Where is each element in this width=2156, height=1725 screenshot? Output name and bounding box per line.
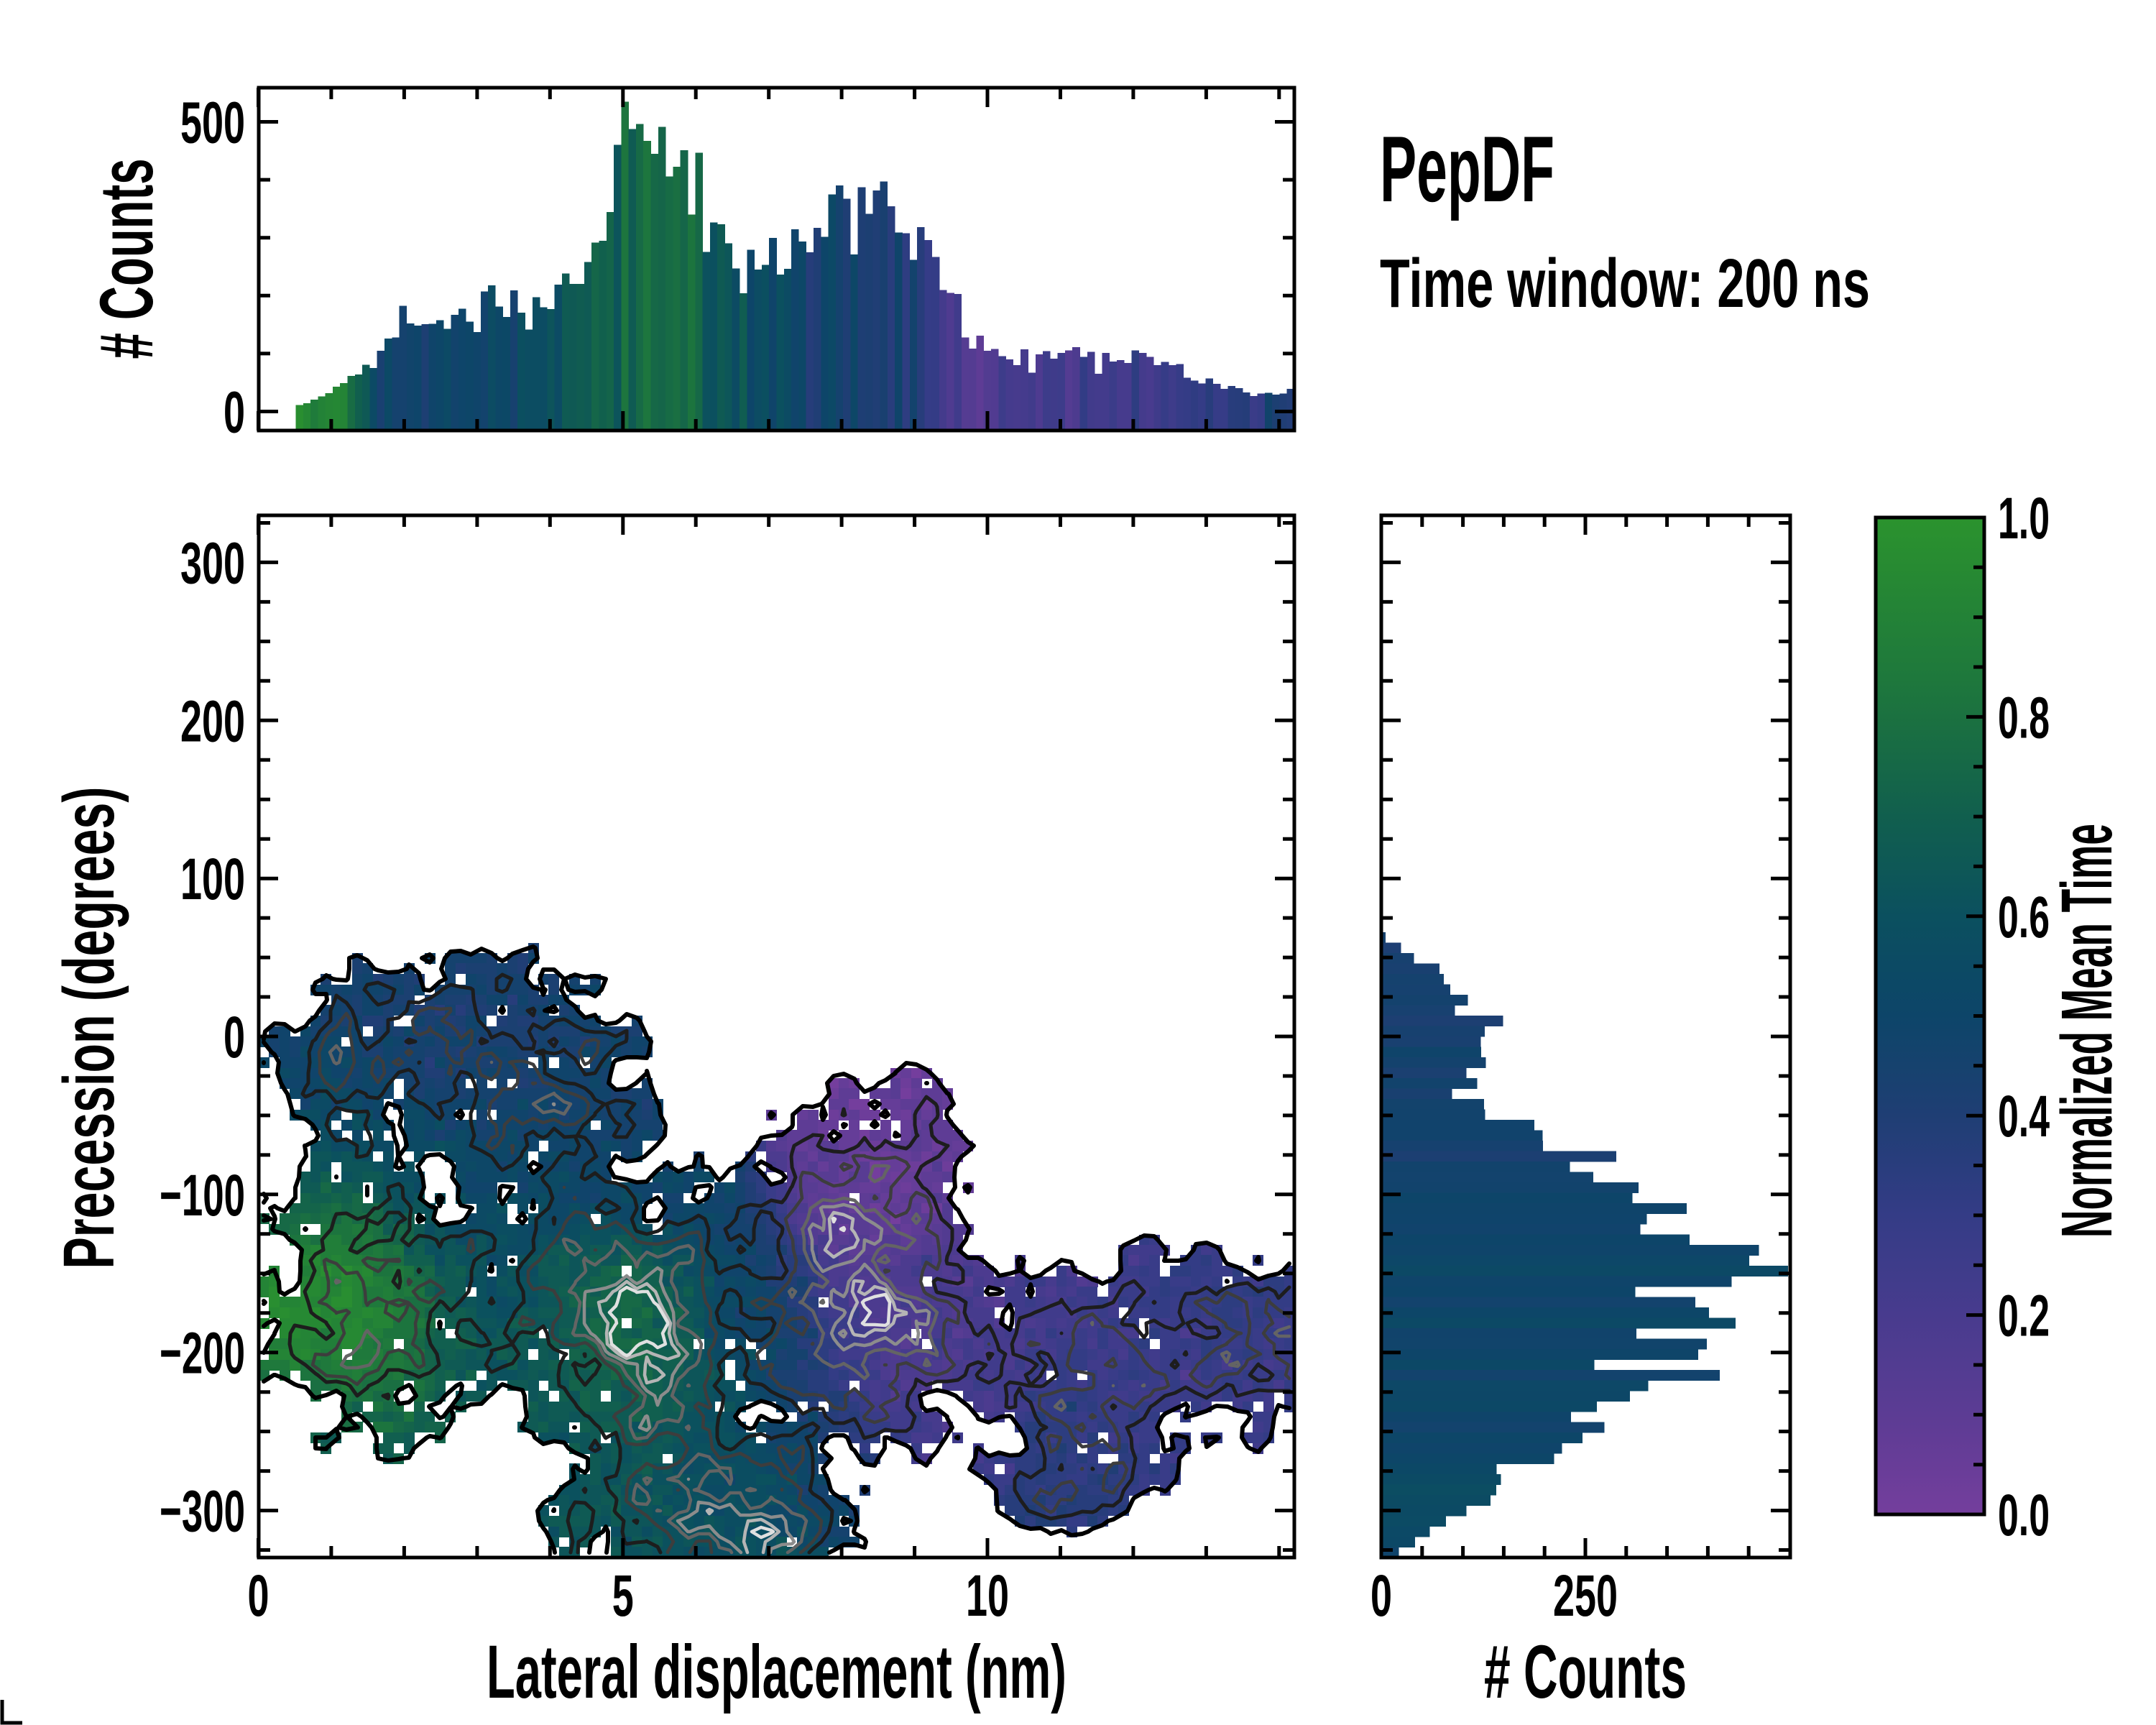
svg-text:0.0: 0.0	[1998, 1483, 2050, 1548]
svg-text:Lateral displacement (nm): Lateral displacement (nm)	[487, 1630, 1067, 1714]
svg-text:−300: −300	[160, 1479, 245, 1545]
svg-text:0: 0	[248, 1563, 270, 1629]
svg-text:250: 250	[1553, 1563, 1618, 1629]
svg-text:500: 500	[180, 91, 245, 156]
svg-text:300: 300	[180, 530, 245, 596]
svg-text:0: 0	[224, 380, 245, 446]
svg-text:0: 0	[1370, 1563, 1392, 1629]
svg-text:Precession (degrees): Precession (degrees)	[49, 787, 129, 1269]
svg-text:0.2: 0.2	[1998, 1284, 2050, 1349]
svg-text:1.0: 1.0	[1998, 486, 2050, 551]
svg-text:Normalized Mean Time: Normalized Mean Time	[2047, 824, 2127, 1238]
svg-text:−200: −200	[160, 1321, 245, 1386]
svg-text:−100: −100	[160, 1163, 245, 1228]
svg-text:# Counts: # Counts	[1484, 1630, 1687, 1714]
svg-text:Time window: 200 ns: Time window: 200 ns	[1380, 245, 1870, 322]
svg-text:5: 5	[612, 1563, 634, 1629]
svg-text:0.4: 0.4	[1998, 1084, 2050, 1149]
svg-text:0.8: 0.8	[1998, 685, 2050, 750]
svg-text:PepDF: PepDF	[1380, 116, 1554, 221]
svg-text:0: 0	[224, 1005, 245, 1070]
svg-text:0.6: 0.6	[1998, 885, 2050, 950]
svg-text:# Counts: # Counts	[85, 159, 169, 359]
svg-text:200: 200	[180, 689, 245, 754]
svg-text:100: 100	[180, 847, 245, 912]
svg-text:10: 10	[966, 1563, 1009, 1629]
